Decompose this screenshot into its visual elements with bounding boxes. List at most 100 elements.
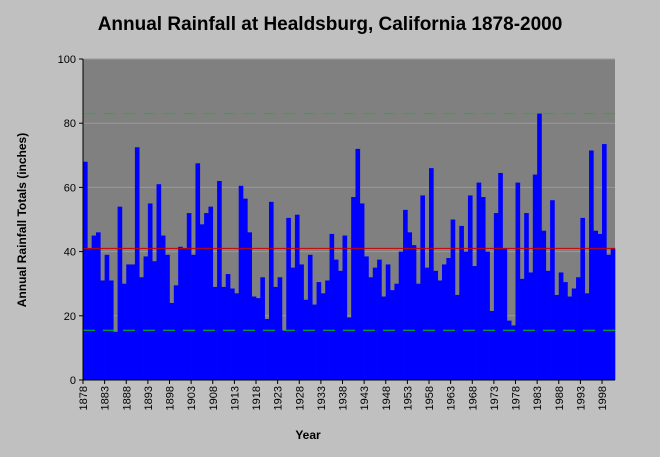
- x-tick-label: 1978: [511, 386, 523, 410]
- y-tick-label: 0: [70, 375, 76, 387]
- x-tick-label: 1948: [381, 386, 393, 410]
- bar: [381, 296, 387, 380]
- bar: [584, 293, 590, 380]
- bar: [243, 198, 248, 380]
- bar: [251, 296, 257, 380]
- chart-title: Annual Rainfall at Healdsburg, Californi…: [97, 14, 563, 35]
- bar: [493, 213, 499, 380]
- bar: [550, 200, 555, 380]
- bar: [580, 217, 586, 380]
- bar: [307, 254, 313, 380]
- x-tick-label: 1998: [597, 386, 609, 410]
- bar: [610, 248, 616, 380]
- bar: [589, 150, 594, 380]
- bar: [359, 203, 365, 380]
- x-tick-label: 1893: [143, 386, 155, 410]
- bar: [351, 197, 356, 380]
- bar: [532, 174, 538, 380]
- bar: [139, 277, 144, 380]
- x-tick-label: 1973: [489, 386, 501, 410]
- bar: [355, 148, 361, 380]
- bar: [195, 163, 201, 380]
- bar: [225, 274, 231, 380]
- bar: [459, 225, 464, 380]
- bar: [407, 232, 413, 380]
- bar: [160, 235, 166, 380]
- bar: [277, 277, 283, 380]
- bar: [83, 161, 88, 380]
- x-tick-label: 1968: [467, 386, 479, 410]
- bar: [299, 264, 304, 380]
- bar: [169, 302, 175, 380]
- x-axis-label: Year: [295, 428, 321, 442]
- bar: [217, 180, 222, 380]
- x-tick-label: 1983: [532, 386, 544, 410]
- bar: [411, 245, 417, 380]
- bar: [199, 224, 205, 380]
- bar: [467, 195, 473, 380]
- bar: [238, 185, 244, 380]
- bar: [91, 235, 97, 380]
- bar: [368, 277, 374, 380]
- bar: [433, 270, 438, 380]
- bar: [186, 213, 192, 380]
- bar: [364, 256, 369, 380]
- bar: [476, 182, 482, 380]
- y-axis: 0 20 40 60 80 100: [58, 54, 84, 387]
- bar: [528, 272, 534, 380]
- bar: [173, 285, 179, 380]
- bar: [165, 254, 170, 380]
- bar: [256, 298, 261, 380]
- bar: [424, 267, 430, 380]
- bar: [126, 264, 131, 380]
- bar: [498, 172, 503, 380]
- bar: [134, 147, 140, 380]
- bar: [100, 280, 105, 380]
- x-axis: 1878 1883 1888 1893 1898 1903 1908 1913 1918 1923…: [78, 379, 615, 410]
- bar: [506, 320, 512, 380]
- bar: [567, 296, 573, 380]
- bar: [342, 235, 348, 380]
- bar: [593, 230, 598, 380]
- bar: [286, 217, 291, 380]
- bar: [372, 267, 378, 380]
- x-tick-label: 1918: [251, 386, 263, 410]
- x-tick-label: 1993: [575, 386, 587, 410]
- bar: [320, 293, 326, 380]
- bar: [511, 325, 516, 380]
- bar: [95, 232, 101, 380]
- bar: [489, 310, 495, 380]
- bar: [260, 277, 265, 380]
- bar: [437, 280, 443, 380]
- bar: [230, 288, 235, 380]
- x-tick-label: 1878: [78, 386, 90, 410]
- bar: [450, 219, 456, 380]
- x-tick-label: 1928: [294, 386, 306, 410]
- bar: [273, 286, 278, 380]
- bar: [554, 294, 560, 380]
- bar: [130, 264, 136, 380]
- bar: [113, 331, 118, 380]
- bar: [294, 214, 300, 380]
- bar: [147, 203, 153, 380]
- bar: [338, 270, 343, 380]
- x-tick-label: 1933: [316, 386, 328, 410]
- bar: [143, 256, 149, 380]
- y-tick-label: 20: [64, 311, 76, 323]
- bar: [558, 272, 564, 380]
- bar: [541, 230, 547, 380]
- bar: [234, 293, 240, 380]
- bar: [485, 251, 490, 380]
- bar: [606, 254, 611, 380]
- x-tick-label: 1988: [554, 386, 566, 410]
- bar: [502, 248, 508, 380]
- x-tick-label: 1953: [402, 386, 414, 410]
- bar: [204, 213, 209, 380]
- bar: [403, 209, 408, 380]
- bar: [87, 248, 92, 380]
- bar: [385, 264, 391, 380]
- bar: [472, 266, 477, 380]
- y-tick-label: 60: [64, 182, 76, 194]
- bar: [398, 251, 404, 380]
- bar: [303, 299, 309, 380]
